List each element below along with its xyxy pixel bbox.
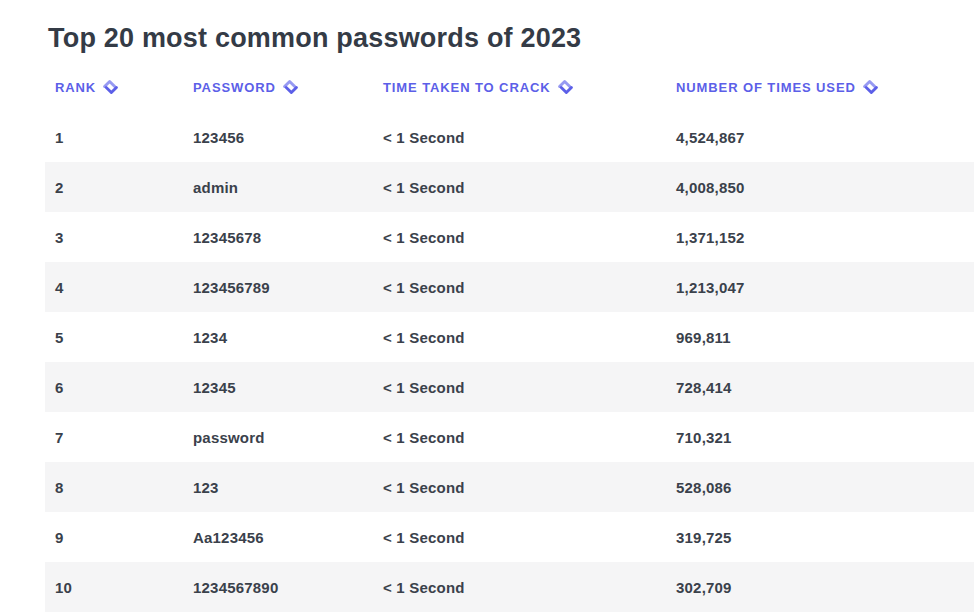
table-row: 1 123456 < 1 Second 4,524,867: [45, 112, 974, 162]
table-row: 4 123456789 < 1 Second 1,213,047: [45, 262, 974, 312]
time-to-crack-cell: < 1 Second: [373, 462, 666, 512]
column-header-time-to-crack-label: TIME TAKEN TO CRACK: [383, 80, 551, 95]
header-row: RANK PASSWORD TIME TAKEN TO CRACK NUMBER…: [45, 54, 974, 112]
times-used-cell: 969,811: [666, 312, 974, 362]
table-row: 3 12345678 < 1 Second 1,371,152: [45, 212, 974, 262]
rank-cell: 8: [45, 462, 183, 512]
password-cell: 12345: [183, 362, 373, 412]
times-used-cell: 710,321: [666, 412, 974, 462]
table-row: 8 123 < 1 Second 528,086: [45, 462, 974, 512]
password-cell: admin: [183, 162, 373, 212]
column-header-password[interactable]: PASSWORD: [183, 54, 373, 112]
times-used-cell: 4,524,867: [666, 112, 974, 162]
password-cell: Aa123456: [183, 512, 373, 562]
times-used-cell: 728,414: [666, 362, 974, 412]
column-header-rank[interactable]: RANK: [45, 54, 183, 112]
time-to-crack-cell: < 1 Second: [373, 262, 666, 312]
password-cell: 12345678: [183, 212, 373, 262]
times-used-cell: 528,086: [666, 462, 974, 512]
password-cell: 1234567890: [183, 562, 373, 612]
times-used-cell: 1,213,047: [666, 262, 974, 312]
column-header-times-used[interactable]: NUMBER OF TIMES USED: [666, 54, 974, 112]
password-cell: 123456789: [183, 262, 373, 312]
password-cell: password: [183, 412, 373, 462]
table-row: 6 12345 < 1 Second 728,414: [45, 362, 974, 412]
times-used-cell: 302,709: [666, 562, 974, 612]
passwords-table: RANK PASSWORD TIME TAKEN TO CRACK NUMBER…: [45, 54, 974, 612]
sort-icon[interactable]: [282, 79, 299, 95]
password-cell: 123: [183, 462, 373, 512]
times-used-cell: 319,725: [666, 512, 974, 562]
table-row: 5 1234 < 1 Second 969,811: [45, 312, 974, 362]
password-cell: 123456: [183, 112, 373, 162]
rank-cell: 7: [45, 412, 183, 462]
times-used-cell: 1,371,152: [666, 212, 974, 262]
column-header-password-label: PASSWORD: [193, 80, 276, 95]
table-row: 9 Aa123456 < 1 Second 319,725: [45, 512, 974, 562]
rank-cell: 1: [45, 112, 183, 162]
rank-cell: 10: [45, 562, 183, 612]
rank-cell: 2: [45, 162, 183, 212]
time-to-crack-cell: < 1 Second: [373, 312, 666, 362]
time-to-crack-cell: < 1 Second: [373, 562, 666, 612]
column-header-times-used-label: NUMBER OF TIMES USED: [676, 80, 856, 95]
table-row: 7 password < 1 Second 710,321: [45, 412, 974, 462]
rank-cell: 4: [45, 262, 183, 312]
rank-cell: 9: [45, 512, 183, 562]
rank-cell: 6: [45, 362, 183, 412]
time-to-crack-cell: < 1 Second: [373, 362, 666, 412]
column-header-rank-label: RANK: [55, 80, 96, 95]
time-to-crack-cell: < 1 Second: [373, 162, 666, 212]
time-to-crack-cell: < 1 Second: [373, 112, 666, 162]
time-to-crack-cell: < 1 Second: [373, 412, 666, 462]
times-used-cell: 4,008,850: [666, 162, 974, 212]
passwords-page: Top 20 most common passwords of 2023 RAN…: [0, 0, 974, 612]
table-row: 2 admin < 1 Second 4,008,850: [45, 162, 974, 212]
rank-cell: 5: [45, 312, 183, 362]
page-title: Top 20 most common passwords of 2023: [48, 22, 974, 54]
password-cell: 1234: [183, 312, 373, 362]
time-to-crack-cell: < 1 Second: [373, 212, 666, 262]
time-to-crack-cell: < 1 Second: [373, 512, 666, 562]
sort-icon[interactable]: [102, 79, 119, 95]
table-row: 10 1234567890 < 1 Second 302,709: [45, 562, 974, 612]
sort-icon[interactable]: [862, 79, 879, 95]
rank-cell: 3: [45, 212, 183, 262]
sort-icon[interactable]: [557, 79, 574, 95]
column-header-time-to-crack[interactable]: TIME TAKEN TO CRACK: [373, 54, 666, 112]
